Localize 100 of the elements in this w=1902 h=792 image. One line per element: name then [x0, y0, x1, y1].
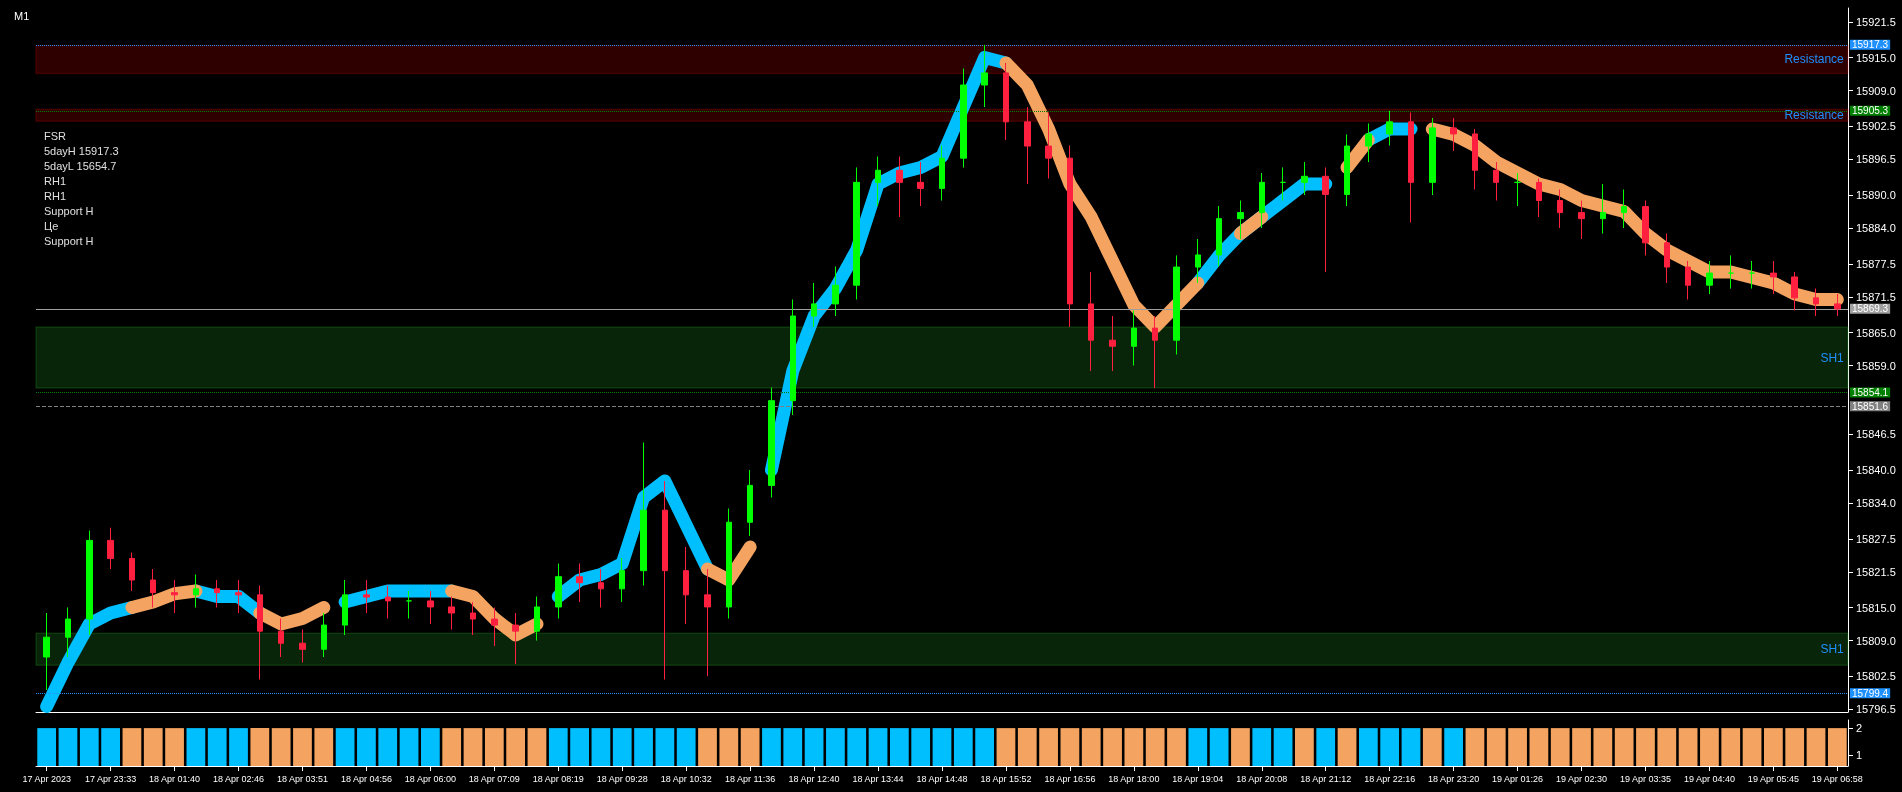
candlestick — [1045, 112, 1052, 179]
x-tick-label: 19 Apr 04:40 — [1683, 773, 1735, 784]
candlestick — [853, 167, 860, 300]
annotation: FSR — [44, 129, 67, 142]
candlestick — [534, 596, 540, 641]
candlestick — [598, 568, 604, 608]
annotation: Це — [44, 219, 59, 232]
y-tick-label: 15821.5 — [1856, 565, 1896, 578]
candlestick — [1472, 128, 1478, 190]
candlestick — [555, 563, 562, 619]
candlestick — [193, 574, 199, 608]
candlestick — [1514, 172, 1521, 207]
candlestick — [1578, 200, 1585, 240]
candlestick — [1173, 255, 1180, 355]
candlestick — [1109, 315, 1116, 372]
y-tick-label: 15909.0 — [1856, 84, 1896, 97]
candlestick — [257, 585, 263, 681]
candlestick — [214, 579, 220, 608]
candlestick — [1791, 271, 1798, 311]
candlestick — [1685, 260, 1691, 300]
candlestick — [1770, 260, 1777, 295]
x-tick-label: 18 Apr 07:09 — [468, 773, 520, 784]
x-tick-label: 18 Apr 01:40 — [149, 773, 201, 784]
candlestick — [981, 44, 988, 108]
candlestick — [1344, 134, 1350, 207]
x-tick-label: 18 Apr 12:40 — [788, 773, 840, 784]
x-tick-label: 18 Apr 19:04 — [1172, 773, 1224, 784]
y-tick-label: 15871.5 — [1856, 290, 1896, 303]
candlestick — [129, 552, 135, 592]
candlestick — [1365, 123, 1372, 163]
x-tick-label: 18 Apr 02:46 — [212, 773, 265, 784]
candlestick — [917, 161, 924, 207]
candlestick — [299, 629, 306, 663]
x-tick-label: 18 Apr 13:44 — [852, 773, 904, 784]
candlestick — [1450, 117, 1457, 152]
y-tick-label: 15890.0 — [1856, 189, 1896, 201]
candlestick — [1600, 183, 1606, 234]
band-label: Resistance — [1784, 52, 1845, 67]
y-tick-label: 15884.0 — [1856, 222, 1896, 234]
candlestick — [1024, 106, 1031, 185]
x-tick-label: 18 Apr 04:56 — [340, 773, 392, 784]
candlestick — [86, 530, 93, 636]
candlestick — [363, 579, 370, 614]
x-tick-label: 18 Apr 15:52 — [980, 773, 1032, 784]
candlestick — [726, 508, 732, 619]
candlestick — [1728, 255, 1734, 289]
candlestick — [1749, 260, 1755, 289]
candlestick — [662, 480, 668, 681]
candlestick — [747, 469, 753, 537]
candlestick — [576, 563, 583, 603]
candlestick — [1280, 167, 1286, 201]
candlestick — [1237, 200, 1244, 240]
candlestick — [1088, 271, 1094, 372]
annotation: Support H — [44, 234, 94, 247]
candlestick — [1131, 310, 1137, 366]
candlestick — [321, 612, 327, 658]
y-tick-label: 15809.0 — [1856, 634, 1896, 647]
candlestick — [1493, 161, 1499, 201]
candlestick — [619, 557, 625, 603]
y-tick-label: 15796.5 — [1856, 703, 1896, 716]
candlestick — [278, 618, 284, 658]
annotation: RH1 — [44, 174, 67, 187]
x-tick-label: 18 Apr 18:00 — [1108, 773, 1160, 784]
x-tick-label: 19 Apr 05:45 — [1747, 773, 1799, 784]
candlestick — [1642, 200, 1649, 256]
candlestick — [832, 266, 839, 317]
candlestick — [704, 568, 711, 677]
x-tick-label: 18 Apr 11:36 — [724, 773, 776, 784]
candlestick — [470, 601, 476, 636]
x-tick-label: 18 Apr 14:48 — [916, 773, 968, 784]
y-tick-label: 15921.5 — [1856, 15, 1896, 28]
chart-title: M1 — [14, 9, 30, 22]
candlestick — [1259, 172, 1265, 229]
annotation: 5dayH 15917.3 — [44, 144, 119, 157]
x-tick-label: 18 Apr 20:08 — [1236, 773, 1288, 784]
y-tick-label: 15915.0 — [1856, 51, 1896, 64]
candlestick — [491, 607, 498, 647]
candlestick — [385, 585, 391, 619]
y-tick-label: 15834.0 — [1856, 497, 1896, 509]
candlestick — [939, 145, 945, 201]
y-tick-label: 15865.0 — [1856, 326, 1896, 339]
candlestick — [150, 568, 156, 608]
x-tick-label: 18 Apr 06:00 — [404, 773, 456, 784]
candlestick — [811, 282, 817, 328]
y-tick-label: 15840.0 — [1856, 464, 1896, 476]
annotation: 5dayL 15654.7 — [44, 159, 117, 172]
candlestick — [1664, 233, 1670, 284]
y-tick-label: 15877.5 — [1856, 257, 1896, 270]
candlestick — [1301, 161, 1308, 196]
x-tick-label: 18 Apr 10:32 — [660, 773, 712, 784]
y-tick-label: 15846.5 — [1856, 428, 1896, 441]
candlestick — [768, 387, 775, 498]
band-label: SH1 — [1820, 642, 1845, 657]
candlestick — [235, 579, 242, 614]
candlestick — [1706, 260, 1713, 295]
y-tick-label: 15896.5 — [1856, 153, 1896, 166]
candlestick — [1322, 167, 1329, 273]
x-tick-label: 19 Apr 01:26 — [1492, 773, 1544, 784]
x-tick-label: 19 Apr 03:35 — [1619, 773, 1672, 784]
candlestick — [427, 590, 434, 625]
